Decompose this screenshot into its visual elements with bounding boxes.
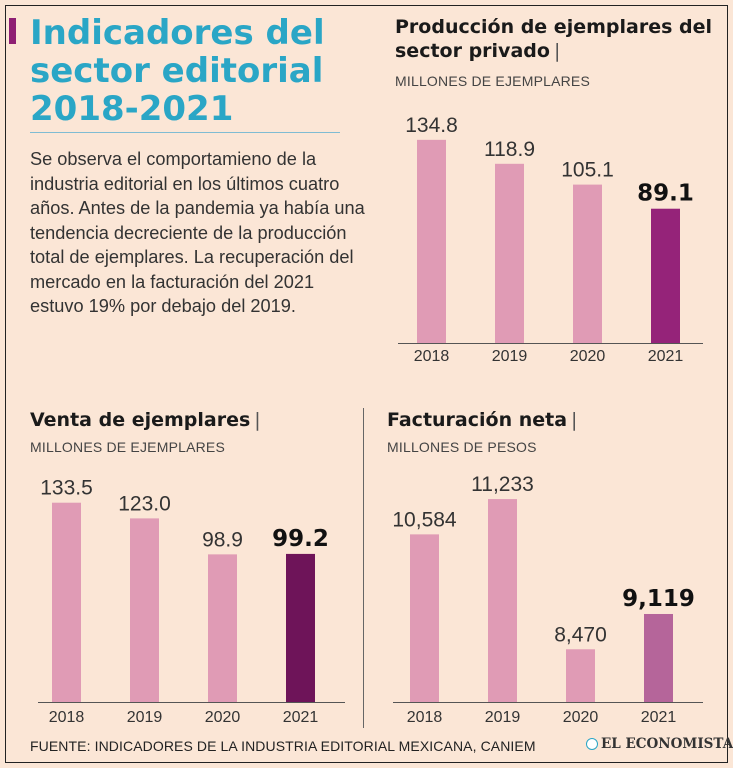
chart-venta-bar-2019 [130, 518, 159, 702]
chart-facturacion-category-label: 2018 [407, 709, 443, 726]
chart-facturacion-bar-2020 [566, 649, 595, 702]
logo-mark-icon [586, 738, 598, 750]
chart-produccion-value-label: 118.9 [484, 138, 535, 161]
title-separator: | [571, 409, 578, 431]
chart-facturacion-category-label: 2021 [641, 709, 677, 726]
chart-venta-title-text: Venta de ejemplares [30, 409, 251, 431]
intro-paragraph: Se observa el comportamieno de la indust… [30, 149, 365, 316]
chart-facturacion-subtitle: MILLONES DE PESOS [387, 439, 537, 455]
chart-facturacion-title-text: Facturación neta [387, 409, 568, 431]
publisher-logo: EL ECONOMISTA [586, 736, 733, 752]
chart-produccion-subtitle: MILLONES DE EJEMPLARES [395, 73, 591, 89]
chart-venta-category-label: 2019 [127, 709, 163, 726]
chart-venta-bar-2020 [208, 554, 237, 702]
title-separator: | [254, 409, 261, 431]
chart-facturacion-bar-2018 [410, 534, 439, 702]
source-note: FUENTE: INDICADORES DE LA INDUSTRIA EDIT… [30, 738, 536, 754]
chart-venta-bar-2018 [52, 502, 81, 702]
chart-venta-value-label: 98.9 [202, 528, 243, 551]
chart-facturacion-bar-2021 [644, 613, 673, 702]
chart-produccion-bar-2021 [651, 208, 680, 343]
chart-facturacion-value-label: 8,470 [554, 623, 607, 646]
chart-produccion-title-text: Producción de ejemplares del sector priv… [395, 16, 713, 62]
chart-facturacion-title: Facturación neta | [387, 408, 577, 432]
chart-produccion-category-label: 2021 [648, 348, 684, 365]
chart-produccion-bar-2019 [495, 163, 524, 343]
chart-facturacion-bar-2019 [488, 499, 517, 702]
chart-venta-bar-2021 [286, 553, 315, 702]
chart-facturacion-category-label: 2019 [485, 709, 521, 726]
chart-produccion-category-label: 2018 [414, 348, 450, 365]
accent-tick [9, 18, 16, 44]
chart-venta-category-label: 2021 [283, 709, 319, 726]
chart-venta-category-label: 2018 [49, 709, 85, 726]
chart-produccion-value-label: 89.1 [637, 181, 694, 207]
title-rule [30, 132, 340, 133]
chart-venta-value-label: 99.2 [272, 526, 329, 552]
chart-produccion-bar-2020 [573, 184, 602, 343]
publisher-logo-text: EL ECONOMISTA [601, 736, 733, 752]
chart-facturacion-value-label: 11,233 [471, 473, 534, 496]
chart-venta-value-label: 123.0 [118, 492, 171, 515]
chart-produccion-bar-2018 [417, 139, 446, 343]
page-title-line-3: 2018-2021 [30, 89, 234, 129]
chart-facturacion-value-label: 10,584 [392, 508, 457, 531]
chart-venta-subtitle: MILLONES DE EJEMPLARES [30, 439, 226, 455]
chart-produccion-value-label: 105.1 [561, 159, 614, 182]
chart-facturacion-category-label: 2020 [563, 709, 599, 726]
page-title-line-2: sector editorial [30, 51, 324, 91]
title-separator: | [553, 40, 561, 62]
chart-venta-value-label: 133.5 [40, 477, 93, 500]
infographic-frame [5, 5, 728, 763]
chart-venta-title: Venta de ejemplares | [30, 408, 261, 432]
chart-venta-category-label: 2020 [205, 709, 241, 726]
chart-produccion-category-label: 2020 [570, 348, 606, 365]
chart-facturacion-value-label: 9,119 [622, 586, 695, 612]
page-title: Indicadores del sector editorial 2018-20… [30, 14, 360, 128]
page-title-line-1: Indicadores del [30, 13, 325, 53]
chart-produccion-category-label: 2019 [492, 348, 528, 365]
chart-produccion-title: Producción de ejemplares del sector priv… [395, 15, 715, 63]
chart-produccion-value-label: 134.8 [405, 114, 458, 137]
panel-divider [363, 408, 364, 728]
